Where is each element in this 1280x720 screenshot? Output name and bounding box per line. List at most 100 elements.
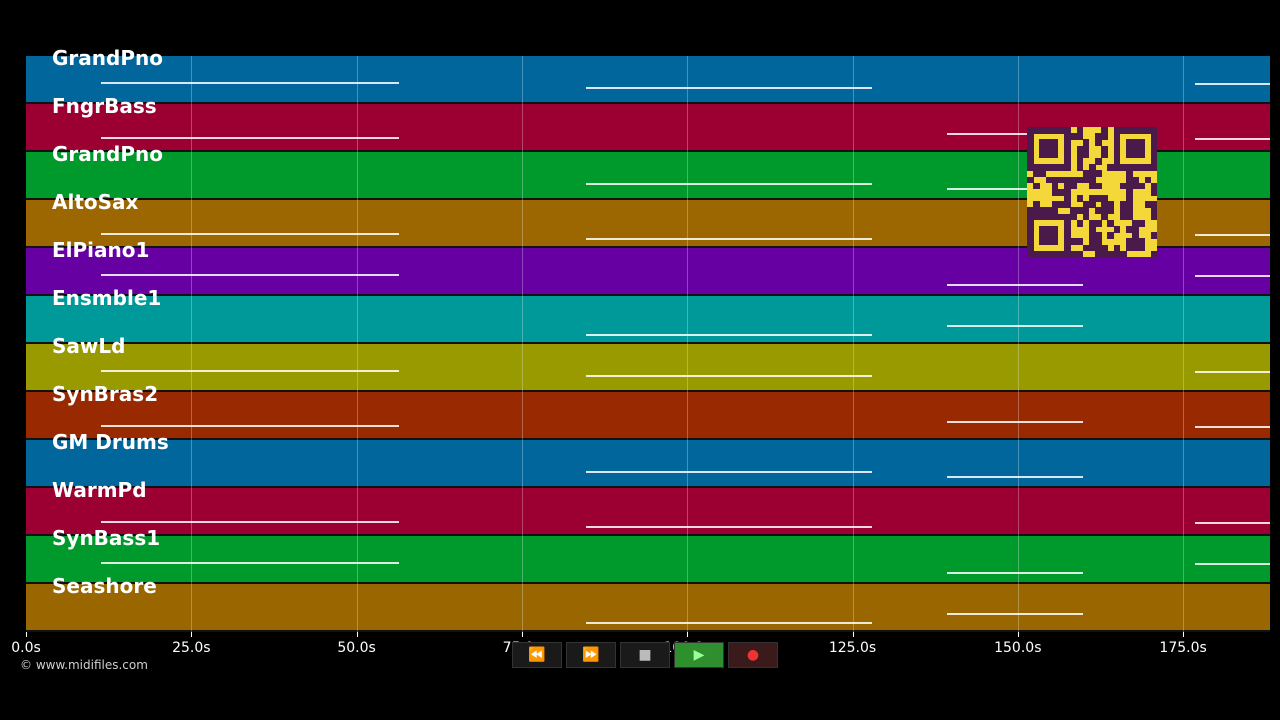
qr-module xyxy=(1057,164,1065,171)
note-streak xyxy=(1195,426,1270,428)
qr-module xyxy=(1064,219,1071,227)
qr-module xyxy=(1150,182,1158,190)
qr-module xyxy=(1113,139,1121,147)
qr-module xyxy=(1126,244,1133,252)
qr-module xyxy=(1039,164,1047,171)
qr-module xyxy=(1076,238,1084,246)
qr-module xyxy=(1033,164,1040,171)
qr-module xyxy=(1126,182,1133,190)
qr-module xyxy=(1095,232,1102,239)
qr-module xyxy=(1119,127,1127,134)
record-button[interactable]: ● xyxy=(728,642,778,668)
qr-module xyxy=(1126,164,1133,171)
qr-module xyxy=(1132,127,1139,134)
qr-module xyxy=(1113,244,1121,252)
qr-module xyxy=(1057,201,1065,208)
lane-separator xyxy=(26,630,1270,632)
note-streak xyxy=(100,521,400,523)
qr-module xyxy=(1057,176,1065,184)
stop-button[interactable]: ■ xyxy=(620,642,670,668)
play-button[interactable]: ▶ xyxy=(674,642,724,668)
note-streak xyxy=(585,471,872,473)
qr-module xyxy=(1095,182,1102,190)
qr-module xyxy=(1039,127,1047,134)
qr-module xyxy=(1064,182,1071,190)
qr-module xyxy=(1051,139,1059,147)
qr-module xyxy=(1027,207,1034,215)
qr-module xyxy=(1064,232,1071,239)
qr-module xyxy=(1045,238,1053,246)
fast-forward-button[interactable]: ⏩ xyxy=(566,642,616,668)
qr-module xyxy=(1088,238,1096,246)
qr-module xyxy=(1138,151,1146,159)
qr-module xyxy=(1095,157,1102,165)
qr-module xyxy=(1126,195,1133,202)
qr-module xyxy=(1033,201,1040,208)
qr-module xyxy=(1064,201,1071,208)
tick-label: 175.0s xyxy=(1159,640,1207,656)
grid-line xyxy=(1017,56,1019,632)
tick-label: 125.0s xyxy=(828,640,877,656)
qr-module xyxy=(1070,182,1078,190)
qr-module xyxy=(1045,127,1053,134)
qr-module xyxy=(1039,238,1047,246)
track-label: GM Drums xyxy=(52,430,169,454)
note-streak xyxy=(585,526,872,528)
qr-module xyxy=(1095,133,1102,140)
qr-module xyxy=(1082,170,1090,178)
qr-module xyxy=(1132,219,1139,227)
qr-module xyxy=(1144,201,1152,208)
qr-module xyxy=(1064,238,1071,246)
qr-module xyxy=(1082,244,1090,252)
qr-module xyxy=(1101,207,1108,215)
qr-module xyxy=(1150,232,1158,239)
qr-module xyxy=(1150,250,1158,258)
qr-module xyxy=(1070,250,1078,258)
qr-module xyxy=(1132,164,1139,171)
qr-module xyxy=(1138,244,1146,252)
qr-module xyxy=(1027,133,1034,140)
note-streak xyxy=(100,82,400,84)
qr-module xyxy=(1039,207,1047,215)
tick-label: 25.0s xyxy=(172,640,211,656)
tick-mark xyxy=(356,632,358,637)
qr-module xyxy=(1051,188,1059,196)
qr-module xyxy=(1088,244,1096,252)
qr-module xyxy=(1126,145,1133,153)
qr-module xyxy=(1107,250,1115,258)
tick-mark xyxy=(26,632,27,637)
qr-module xyxy=(1076,164,1084,171)
qr-module xyxy=(1076,207,1084,215)
qr-module xyxy=(1126,238,1133,246)
lane-separator xyxy=(26,198,1270,200)
tick-mark xyxy=(687,632,689,637)
qr-module xyxy=(1095,139,1102,147)
qr-module xyxy=(1113,127,1121,134)
note-streak xyxy=(946,421,1084,423)
note-streak xyxy=(1195,522,1270,524)
qr-module xyxy=(1027,164,1034,171)
track-label: WarmPd xyxy=(52,478,147,502)
note-streak xyxy=(585,87,872,89)
qr-module xyxy=(1126,127,1133,134)
fast-forward-icon: ⏩ xyxy=(582,647,600,663)
qr-module xyxy=(1033,182,1040,190)
qr-module xyxy=(1082,213,1090,221)
qr-module xyxy=(1101,133,1108,140)
qr-module xyxy=(1027,176,1034,184)
qr-module xyxy=(1138,139,1146,147)
note-streak xyxy=(100,137,400,139)
qr-module xyxy=(1076,133,1084,140)
note-streak xyxy=(946,613,1084,615)
qr-module xyxy=(1064,145,1071,153)
qr-module xyxy=(1138,219,1146,227)
qr-module xyxy=(1113,226,1121,233)
qr-module xyxy=(1138,182,1146,190)
qr-module xyxy=(1107,232,1115,239)
track-label: FngrBass xyxy=(52,94,157,118)
qr-module xyxy=(1150,164,1158,171)
qr-module xyxy=(1113,164,1121,171)
qr-module xyxy=(1150,133,1158,140)
grid-line xyxy=(191,56,193,632)
rewind-button[interactable]: ⏪ xyxy=(512,642,562,668)
